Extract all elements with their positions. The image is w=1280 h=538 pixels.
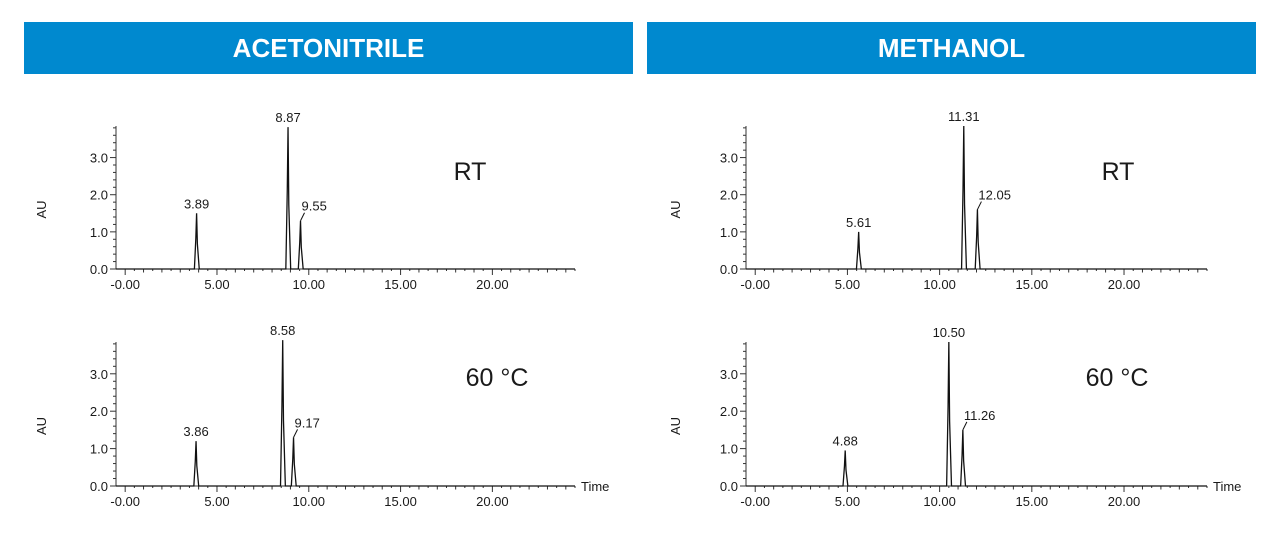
condition-label: RT [454, 158, 487, 186]
y-tick-label: 2.0 [720, 404, 738, 419]
condition-label: 60 °C [466, 364, 529, 392]
peak-label: 3.86 [183, 424, 208, 439]
x-tick-label: 10.00 [293, 277, 326, 292]
peak-label: 8.87 [275, 110, 300, 125]
y-tick-label: 1.0 [90, 225, 108, 240]
y-tick-label: 2.0 [720, 188, 738, 203]
peak-label: 10.50 [933, 325, 966, 340]
y-tick-label: 0.0 [90, 262, 108, 277]
chromatogram-3: -0.00 5.00 10.00 15.00 20.00 0.0 1.0 2.0 3.0 AU Ti… [668, 325, 1241, 509]
y-axis-title: AU [668, 417, 683, 435]
condition-label: RT [1102, 158, 1135, 186]
peak-label: 12.05 [978, 188, 1011, 203]
x-tick-label: -0.00 [110, 277, 140, 292]
x-tick-label: 15.00 [384, 494, 417, 509]
chromatogram-1: -0.00 5.00 10.00 15.00 20.00 0.0 1.0 2.0 3.0 AU Ti… [34, 323, 609, 509]
y-tick-label: 3.0 [90, 151, 108, 166]
y-tick-label: 3.0 [720, 151, 738, 166]
x-tick-label: 5.00 [835, 277, 860, 292]
x-axis-title: Time [581, 479, 609, 494]
y-tick-label: 2.0 [90, 188, 108, 203]
peak-label: 11.31 [948, 109, 980, 124]
x-tick-label: 15.00 [384, 277, 417, 292]
y-axis-title: AU [34, 417, 49, 435]
y-axis-title: AU [34, 200, 49, 218]
x-tick-label: 20.00 [1108, 277, 1141, 292]
peak-leader [976, 201, 982, 210]
signal-trace [116, 340, 575, 487]
x-tick-label: 10.00 [923, 494, 956, 509]
y-tick-label: 2.0 [90, 404, 108, 419]
x-tick-label: -0.00 [110, 494, 140, 509]
peak-label: 8.58 [270, 323, 295, 338]
y-axis-title: AU [668, 200, 683, 218]
peak-leader [962, 421, 968, 431]
peak-label: 11.26 [964, 408, 996, 423]
x-tick-label: 15.00 [1016, 494, 1049, 509]
x-tick-label: 10.00 [293, 494, 326, 509]
chromatogram-2: -0.00 5.00 10.00 15.00 20.00 0.0 1.0 2.0 3.0 AU RT… [668, 109, 1208, 292]
x-tick-label: 20.00 [1108, 494, 1141, 509]
y-tick-label: 1.0 [720, 225, 738, 240]
x-tick-label: 20.00 [476, 277, 509, 292]
header-methanol: METHANOL [647, 22, 1256, 74]
header-acetonitrile: ACETONITRILE [24, 22, 633, 74]
y-tick-label: 1.0 [90, 442, 108, 457]
peak-leader [293, 429, 298, 438]
peak-label: 9.55 [302, 199, 327, 214]
x-tick-label: 20.00 [476, 494, 509, 509]
y-tick-label: 1.0 [720, 442, 738, 457]
condition-label: 60 °C [1086, 364, 1149, 392]
peak-label: 5.61 [846, 215, 871, 230]
x-tick-label: 5.00 [204, 277, 229, 292]
signal-trace [116, 127, 575, 270]
x-tick-label: -0.00 [740, 277, 770, 292]
x-tick-label: -0.00 [740, 494, 770, 509]
y-tick-label: 3.0 [90, 367, 108, 382]
y-tick-label: 3.0 [720, 367, 738, 382]
y-tick-label: 0.0 [90, 479, 108, 494]
chromatogram-0: -0.00 5.00 10.00 15.00 20.00 0.0 1.0 2.0 3.0 AU RT… [34, 110, 576, 292]
signal-trace [746, 125, 1207, 270]
peak-leader [300, 212, 305, 221]
x-tick-label: 10.00 [923, 277, 956, 292]
peak-label: 4.88 [833, 433, 858, 448]
x-tick-label: 5.00 [204, 494, 229, 509]
signal-trace [746, 341, 1207, 487]
y-tick-label: 0.0 [720, 479, 738, 494]
x-tick-label: 5.00 [835, 494, 860, 509]
x-axis-title: Time [1213, 479, 1241, 494]
peak-label: 9.17 [295, 415, 320, 430]
peak-label: 3.89 [184, 196, 209, 211]
y-tick-label: 0.0 [720, 262, 738, 277]
x-tick-label: 15.00 [1016, 277, 1049, 292]
